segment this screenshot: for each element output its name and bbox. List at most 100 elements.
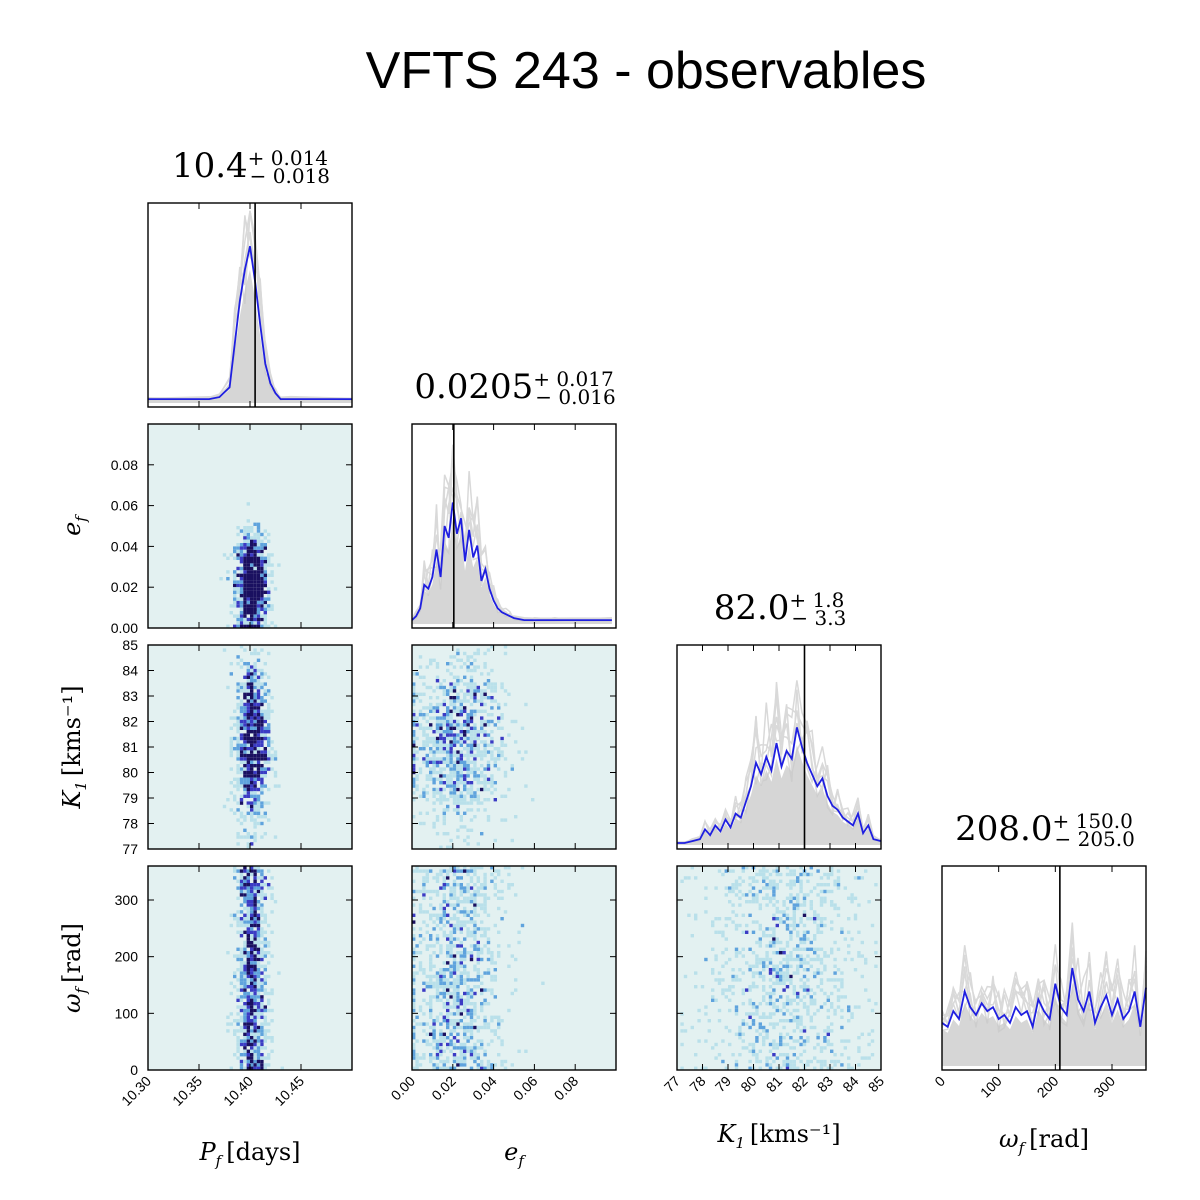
hist2d-bin [435, 974, 440, 979]
hist2d-bin [239, 760, 244, 764]
hist2d-bin [714, 954, 718, 958]
hist2d-bin [779, 981, 783, 985]
hist2d-bin [734, 1005, 739, 1009]
hist2d-bin [432, 920, 436, 924]
hist2d-bin [476, 798, 480, 802]
hist2d-bin [239, 777, 244, 781]
hist2d-bin [446, 706, 450, 710]
hist2d-bin [250, 743, 254, 747]
hist2d-bin [435, 736, 440, 741]
hist2d-bin [246, 723, 250, 727]
hist2d-bin [229, 991, 233, 996]
hist2d-bin [250, 594, 254, 598]
hist2d-bin [456, 1012, 460, 1016]
hist2d-bin [256, 560, 261, 564]
hist2d-bin [459, 876, 463, 880]
hist2d-bin [775, 1022, 779, 1026]
hist2d-bin [456, 750, 460, 754]
hist2d-bin [432, 927, 436, 931]
hist2d-bin [469, 1019, 474, 1023]
hist2d-bin [853, 968, 858, 972]
hist2d-bin [476, 879, 480, 883]
hist2d-bin [236, 1049, 240, 1053]
hist2d-bin [704, 886, 708, 890]
hist2d-bin [864, 957, 868, 962]
hist2d-bin [250, 679, 254, 683]
hist2d-bin [762, 879, 766, 883]
hist2d-bin [874, 951, 878, 955]
hist2d-bin [412, 903, 416, 907]
hist2d-bin [830, 1005, 834, 1009]
hist2d-bin [449, 709, 453, 713]
hist2d-bin [738, 978, 742, 982]
hist2d-bin [473, 777, 477, 781]
hist2d-bin [480, 723, 484, 727]
hist2d-bin [728, 998, 732, 1002]
hist2d-bin [439, 947, 443, 951]
hist2d-bin [260, 940, 264, 945]
hist2d-bin [486, 679, 491, 683]
hist2d-bin [751, 1019, 756, 1023]
hist2d-bin [469, 767, 474, 771]
hist2d-bin [456, 740, 460, 744]
hist2d-bin [260, 600, 264, 605]
hist2d-bin [260, 696, 264, 700]
hist2d-bin [476, 978, 480, 982]
hist2d-bin [260, 906, 264, 911]
hist2d-bin [483, 747, 487, 751]
hist2d-bin [273, 757, 278, 761]
hist2d-bin [493, 876, 497, 880]
hist2d-bin [802, 1029, 807, 1033]
hist2d-bin [253, 821, 257, 826]
hist2d-bin [452, 794, 457, 798]
hist2d-bin [466, 971, 470, 975]
hist2d-bin [250, 1042, 254, 1047]
hist2d-bin [236, 546, 240, 550]
hist2d-bin [243, 1066, 247, 1070]
hist2d-bin [246, 536, 250, 540]
hist2d-bin [432, 658, 436, 662]
y-tick-label: 100 [115, 1005, 139, 1021]
hist2d-bin [724, 923, 728, 928]
hist2d-bin [497, 896, 501, 900]
hist2d-bin [796, 1022, 800, 1026]
hist2d-bin [775, 968, 779, 972]
hist2d-bin [412, 1029, 416, 1033]
hist2d-bin [459, 1056, 463, 1060]
hist2d-bin [233, 1019, 237, 1023]
hist2d-bin [473, 767, 477, 771]
hist2d-bin [432, 801, 436, 805]
hist2d-bin [243, 577, 247, 581]
hist2d-bin [775, 1042, 779, 1047]
y-tick-label: 82 [122, 714, 138, 730]
hist2d-bin [435, 1019, 440, 1023]
hist2d-bin [250, 713, 254, 717]
hist2d-bin [429, 944, 433, 948]
hist2d-bin [233, 583, 237, 588]
hist2d-bin [246, 927, 250, 931]
hist2d-bin [439, 1012, 443, 1016]
x-tick-label: 0.04 [469, 1073, 500, 1104]
hist2d-bin [799, 879, 803, 883]
hist2d-bin [239, 617, 244, 622]
hist2d-bin [469, 951, 474, 955]
hist2d-bin [243, 784, 247, 788]
hist2d-bin [253, 896, 257, 900]
hist2d-bin [260, 801, 264, 805]
hist2d-bin [239, 1039, 244, 1043]
hist2d-bin [480, 709, 484, 713]
hist2d-bin [469, 954, 474, 958]
hist2d-bin [452, 957, 457, 962]
hist2d-bin [418, 747, 423, 751]
hist2d-bin [250, 1036, 254, 1040]
hist2d-bin [270, 563, 274, 567]
hist2d-bin [768, 940, 773, 945]
hist2d-bin [802, 872, 807, 877]
hist2d-bin [772, 1053, 776, 1057]
hist2d-bin [412, 988, 416, 992]
hist2d-bin [796, 934, 800, 938]
hist2d-bin [233, 577, 237, 581]
hist2d-bin [246, 1066, 250, 1070]
hist2d-bin [439, 730, 443, 734]
hist2d-bin [263, 573, 267, 577]
